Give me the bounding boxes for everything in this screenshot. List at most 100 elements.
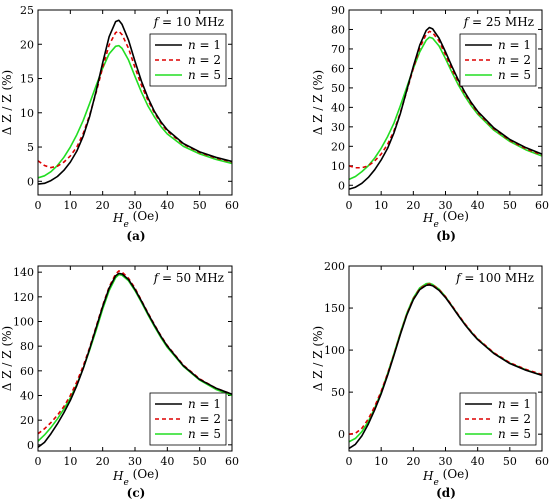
legend-entry: n = 1 — [188, 397, 221, 411]
y-tick-label: 80 — [20, 340, 34, 353]
chart-panel-3: 0 10 20 30 40 50 60 0 20 40 60 80 100 120 140 f = 50 MH… — [0, 265, 239, 500]
x-axis-label: He (Oe) — [422, 467, 469, 488]
y-axis-label: Δ Z / Z (%) — [311, 326, 325, 391]
x-axis-label: He (Oe) — [112, 209, 159, 230]
series-line-n2 — [349, 30, 542, 169]
series-line-n1 — [349, 284, 542, 450]
x-axis-subscript: e — [434, 478, 439, 488]
x-axis-label: He (Oe) — [112, 467, 159, 488]
x-tick-label: 0 — [346, 455, 353, 468]
y-tick-label: 0 — [338, 428, 345, 441]
panel-label: (a) — [126, 229, 145, 243]
x-tick-label: 60 — [225, 199, 239, 212]
frequency-value: = 25 MHz — [468, 15, 534, 29]
frequency-annotation: f = 100 MHz — [455, 271, 534, 285]
y-tick-label: 15 — [20, 73, 34, 86]
y-tick-label: 10 — [331, 160, 345, 173]
panel-label: (d) — [436, 486, 456, 500]
chart-panel-2: 0 10 20 30 40 50 60 0 10 20 30 40 50 60 70 80 90 f = 25 M… — [311, 4, 549, 243]
legend-entry: n = 1 — [188, 38, 221, 52]
frequency-value: = 100 MHz — [461, 271, 534, 285]
x-axis-subscript: e — [124, 478, 129, 488]
legend-var: n — [498, 427, 506, 441]
x-axis-symbol: H — [112, 211, 124, 225]
x-tick-label: 50 — [503, 199, 517, 212]
series-line-n5 — [349, 36, 542, 181]
frequency-symbol: f — [463, 15, 471, 29]
legend-value: = 2 — [196, 53, 221, 67]
legend-value: = 1 — [506, 38, 531, 52]
series-line-n5 — [38, 44, 232, 179]
x-tick-label: 10 — [374, 455, 388, 468]
y-tick-label: 40 — [331, 101, 345, 114]
plot-frame — [348, 9, 543, 196]
legend-var: n — [188, 53, 196, 67]
series-line-n2 — [38, 270, 232, 435]
legend-entry: n = 5 — [188, 68, 221, 82]
y-tick-label: 0 — [27, 439, 34, 452]
x-tick-label: 40 — [160, 455, 174, 468]
frequency-annotation: f = 50 MHz — [153, 271, 224, 285]
panel-label: (c) — [127, 486, 146, 500]
legend-entry: n = 2 — [188, 412, 221, 426]
series-line-n1 — [349, 26, 542, 190]
x-tick-label: 30 — [439, 199, 453, 212]
legend-entry: n = 2 — [188, 53, 221, 67]
y-tick-label: 120 — [13, 291, 34, 304]
legend-entry: n = 1 — [498, 38, 531, 52]
x-tick-label: 10 — [374, 199, 388, 212]
frequency-symbol: f — [153, 271, 161, 285]
y-tick-label: 20 — [331, 140, 345, 153]
legend-entry: n = 5 — [188, 427, 221, 441]
y-axis-label: Δ Z / Z (%) — [0, 70, 14, 135]
x-axis-label: He (Oe) — [422, 209, 469, 230]
legend-var: n — [498, 68, 506, 82]
x-tick-label: 20 — [406, 199, 420, 212]
y-tick-label: 150 — [324, 302, 345, 315]
chart-panel-4: 0 10 20 30 40 50 60 0 50 100 150 200 f = 100 MHz n = … — [311, 260, 549, 500]
y-tick-label: 10 — [20, 107, 34, 120]
x-tick-label: 40 — [471, 199, 485, 212]
legend-entry: n = 2 — [498, 53, 531, 67]
legend-entry: n = 1 — [498, 397, 531, 411]
legend-var: n — [188, 38, 196, 52]
x-axis-subscript: e — [434, 220, 439, 230]
legend-var: n — [188, 427, 196, 441]
frequency-symbol: f — [153, 15, 161, 29]
y-axis-label: Δ Z / Z (%) — [0, 326, 14, 391]
y-tick-label: 50 — [331, 82, 345, 95]
legend-value: = 5 — [506, 427, 531, 441]
x-axis-unit: (Oe) — [129, 467, 159, 481]
plot-frame — [37, 9, 233, 196]
x-tick-label: 20 — [96, 455, 110, 468]
x-tick-label: 50 — [193, 455, 207, 468]
frequency-value: = 50 MHz — [158, 271, 224, 285]
legend-value: = 5 — [196, 427, 221, 441]
legend-value: = 1 — [506, 397, 531, 411]
y-tick-label: 5 — [27, 141, 34, 154]
y-tick-label: 20 — [20, 38, 34, 51]
legend-entry: n = 2 — [498, 412, 531, 426]
y-tick-label: 30 — [331, 121, 345, 134]
y-axis-label: Δ Z / Z (%) — [311, 70, 325, 135]
y-tick-label: 80 — [331, 23, 345, 36]
plot-frame — [37, 265, 233, 452]
x-axis-subscript: e — [124, 220, 129, 230]
x-tick-label: 40 — [160, 199, 174, 212]
x-tick-label: 0 — [35, 199, 42, 212]
series-line-n2 — [349, 283, 542, 435]
legend-var: n — [188, 68, 196, 82]
legend-var: n — [188, 412, 196, 426]
x-axis-symbol: H — [422, 211, 434, 225]
y-tick-label: 90 — [331, 4, 345, 17]
x-tick-label: 30 — [128, 199, 142, 212]
plot-frame — [348, 265, 543, 452]
x-tick-label: 60 — [535, 455, 549, 468]
series-line-n1 — [38, 19, 232, 185]
legend-value: = 5 — [506, 68, 531, 82]
x-tick-label: 60 — [535, 199, 549, 212]
legend-value: = 1 — [196, 397, 221, 411]
legend: n = 1n = 2n = 5 — [459, 392, 537, 446]
